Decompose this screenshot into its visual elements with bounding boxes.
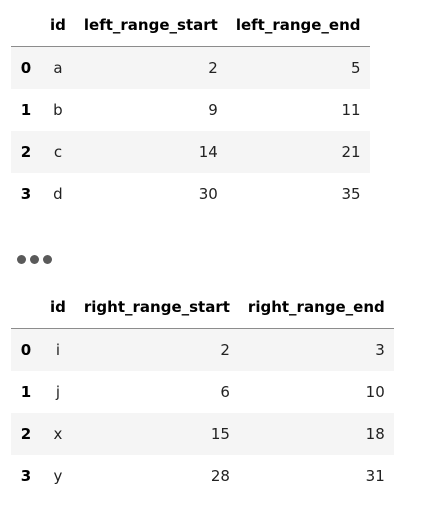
end-cell: 31 xyxy=(365,466,385,485)
row-index: 2 xyxy=(20,424,32,443)
column-header-left-range-end: left_range_end xyxy=(226,4,370,47)
index-header xyxy=(11,4,41,47)
start-cell: 30 xyxy=(198,184,218,203)
ellipsis-dot xyxy=(17,255,26,264)
table-row: 2 c 14 21 xyxy=(11,130,370,173)
index-header xyxy=(11,286,41,329)
id-cell: i xyxy=(55,340,61,359)
table-row: 3 d 30 35 xyxy=(11,173,370,215)
table-row: 1 j 6 10 xyxy=(11,371,394,413)
id-cell: d xyxy=(53,184,63,203)
start-cell: 2 xyxy=(220,340,230,359)
end-cell: 11 xyxy=(341,100,361,119)
ellipsis-icon[interactable] xyxy=(17,255,52,264)
row-index: 2 xyxy=(20,142,32,161)
start-cell: 2 xyxy=(208,58,218,77)
id-cell: a xyxy=(53,58,63,77)
table-row: 0 i 2 3 xyxy=(11,328,394,371)
row-index: 0 xyxy=(20,340,32,359)
row-index: 0 xyxy=(20,58,32,77)
column-header-id: id xyxy=(41,286,75,329)
end-cell: 35 xyxy=(341,184,361,203)
ellipsis-dot xyxy=(30,255,39,264)
id-cell: b xyxy=(53,100,63,119)
end-cell: 3 xyxy=(375,340,385,359)
header-row: id left_range_start left_range_end xyxy=(11,4,370,47)
end-cell: 10 xyxy=(365,382,385,401)
start-cell: 28 xyxy=(210,466,230,485)
column-header-right-range-end: right_range_end xyxy=(238,286,394,329)
start-cell: 15 xyxy=(210,424,230,443)
row-index: 3 xyxy=(20,466,32,485)
column-header-left-range-start: left_range_start xyxy=(74,4,227,47)
table-row: 0 a 2 5 xyxy=(11,46,370,89)
id-cell: j xyxy=(55,382,61,401)
table-row: 1 b 9 11 xyxy=(11,89,370,131)
right-dataframe-table: id right_range_start right_range_end 0 i… xyxy=(11,286,394,497)
table-row: 3 y 28 31 xyxy=(11,455,394,497)
row-index: 1 xyxy=(20,100,32,119)
start-cell: 14 xyxy=(198,142,218,161)
id-cell: c xyxy=(53,142,63,161)
column-header-id: id xyxy=(41,4,75,47)
left-dataframe-table: id left_range_start left_range_end 0 a 2… xyxy=(11,4,370,215)
start-cell: 6 xyxy=(220,382,230,401)
ellipsis-dot xyxy=(43,255,52,264)
left-dataframe: id left_range_start left_range_end 0 a 2… xyxy=(11,4,370,215)
table-row: 2 x 15 18 xyxy=(11,412,394,455)
id-cell: y xyxy=(53,466,63,485)
end-cell: 5 xyxy=(350,58,361,77)
start-cell: 9 xyxy=(208,100,218,119)
column-header-right-range-start: right_range_start xyxy=(74,286,239,329)
id-cell: x xyxy=(53,424,63,443)
header-row: id right_range_start right_range_end xyxy=(11,286,394,329)
row-index: 1 xyxy=(20,382,32,401)
row-index: 3 xyxy=(20,184,32,203)
end-cell: 21 xyxy=(341,142,361,161)
right-dataframe: id right_range_start right_range_end 0 i… xyxy=(11,286,394,497)
end-cell: 18 xyxy=(365,424,385,443)
